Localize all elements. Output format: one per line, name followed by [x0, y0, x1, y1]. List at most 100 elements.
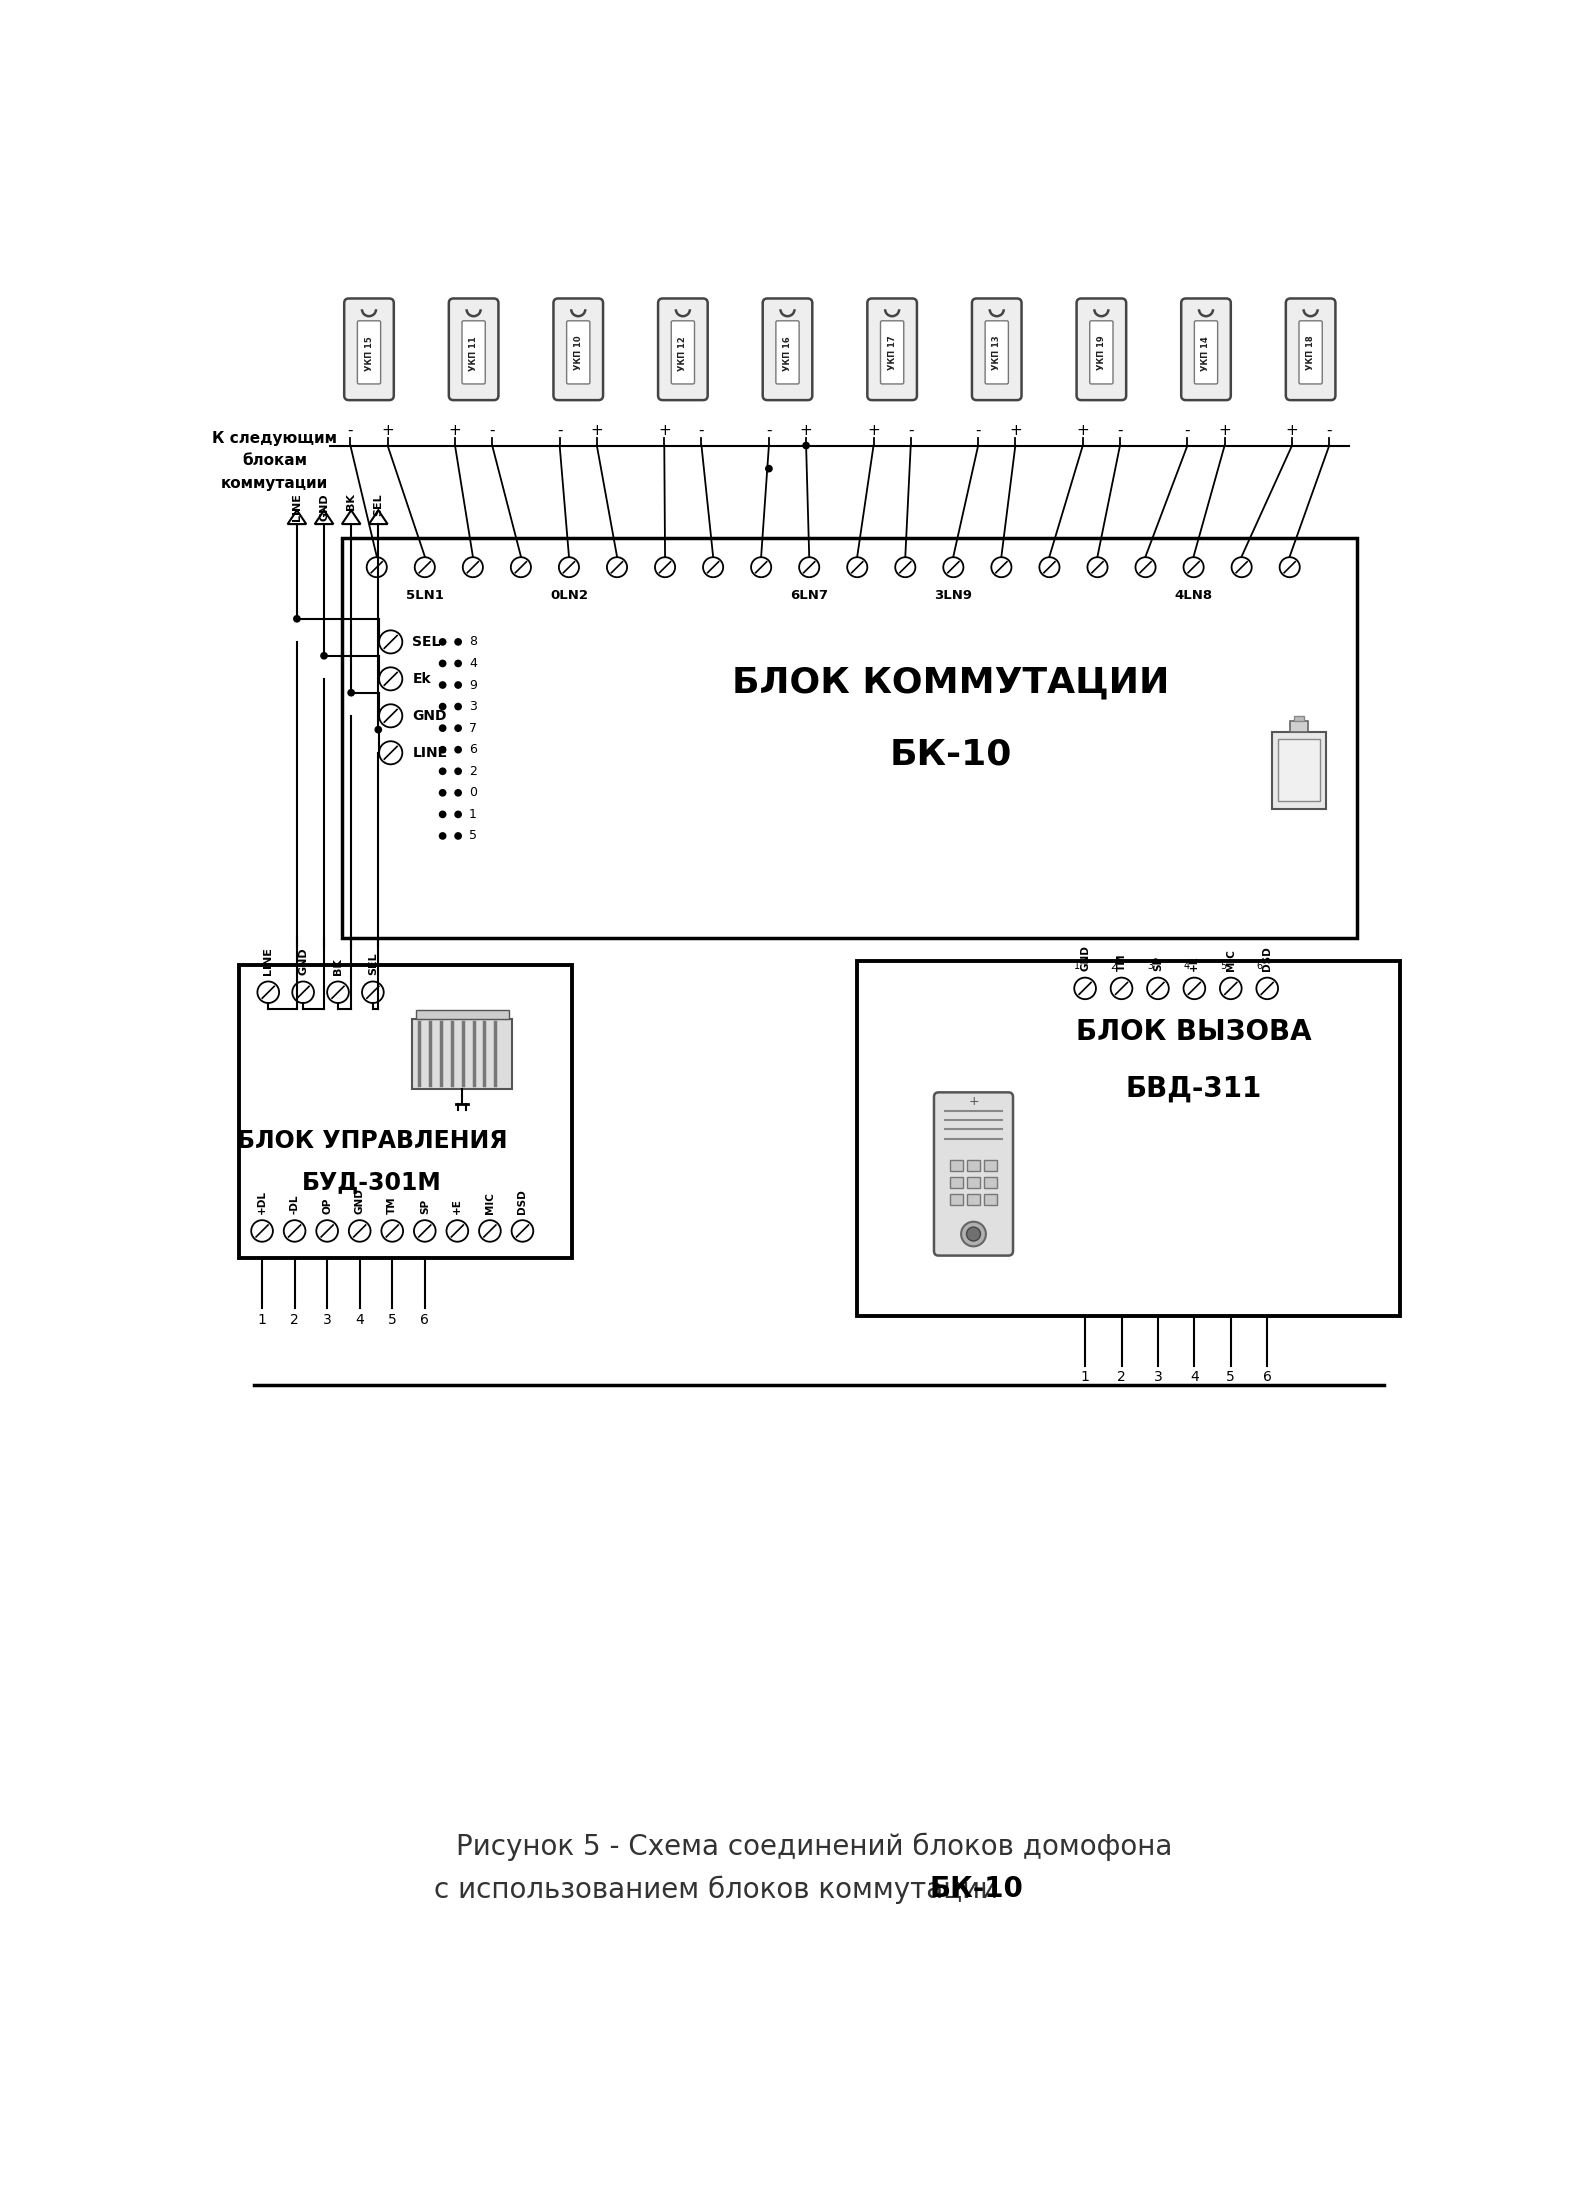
- FancyBboxPatch shape: [1077, 298, 1126, 399]
- Bar: [985, 1177, 997, 1188]
- Bar: [1272, 732, 1326, 809]
- Circle shape: [438, 703, 446, 710]
- Text: БЛОК КОММУТАЦИИ: БЛОК КОММУТАЦИИ: [732, 666, 1170, 699]
- Circle shape: [454, 723, 462, 732]
- Text: 2: 2: [1110, 961, 1116, 972]
- Text: +: +: [1286, 423, 1299, 437]
- Text: УКП 16: УКП 16: [783, 335, 792, 370]
- Circle shape: [380, 631, 402, 653]
- Text: 8: 8: [468, 635, 476, 648]
- Text: +: +: [1218, 423, 1231, 437]
- Circle shape: [292, 981, 314, 1003]
- Circle shape: [454, 681, 462, 688]
- Circle shape: [294, 615, 300, 622]
- Text: с использованием блоков коммутации: с использованием блоков коммутации: [435, 1874, 1007, 1903]
- Circle shape: [1073, 977, 1096, 999]
- FancyBboxPatch shape: [972, 298, 1021, 399]
- Bar: [341, 538, 1358, 939]
- Circle shape: [316, 1219, 338, 1241]
- Circle shape: [559, 558, 580, 578]
- Text: LINE: LINE: [292, 494, 302, 520]
- Circle shape: [751, 558, 772, 578]
- Circle shape: [943, 558, 964, 578]
- Text: БЛОК УПРАВЛЕНИЯ: БЛОК УПРАВЛЕНИЯ: [237, 1129, 507, 1153]
- Circle shape: [1135, 558, 1156, 578]
- Circle shape: [1147, 977, 1169, 999]
- Circle shape: [511, 1219, 534, 1241]
- Circle shape: [846, 558, 867, 578]
- FancyBboxPatch shape: [1299, 320, 1323, 384]
- Text: 7: 7: [468, 721, 476, 734]
- Circle shape: [454, 659, 462, 668]
- Text: +E: +E: [453, 1197, 462, 1215]
- Text: 2: 2: [291, 1312, 299, 1327]
- Text: 3LN9: 3LN9: [934, 589, 972, 602]
- FancyBboxPatch shape: [357, 320, 381, 384]
- FancyBboxPatch shape: [880, 320, 904, 384]
- Circle shape: [480, 1219, 500, 1241]
- Circle shape: [799, 558, 819, 578]
- FancyBboxPatch shape: [449, 298, 499, 399]
- Circle shape: [380, 741, 402, 765]
- Circle shape: [454, 811, 462, 818]
- Text: DSD: DSD: [1262, 946, 1272, 972]
- Text: -: -: [557, 423, 562, 437]
- Bar: [1278, 739, 1320, 800]
- Text: 4: 4: [1189, 1369, 1199, 1385]
- Text: -: -: [699, 423, 703, 437]
- Text: OP: OP: [322, 1197, 332, 1215]
- FancyBboxPatch shape: [554, 298, 603, 399]
- Bar: [950, 1193, 962, 1204]
- Text: 1: 1: [257, 1312, 267, 1327]
- Circle shape: [251, 1219, 273, 1241]
- FancyBboxPatch shape: [762, 298, 813, 399]
- Text: -DL: -DL: [289, 1195, 300, 1215]
- Circle shape: [367, 558, 387, 578]
- Text: 4: 4: [1183, 961, 1189, 972]
- Circle shape: [380, 703, 402, 728]
- Text: УКП 12: УКП 12: [678, 335, 688, 370]
- Bar: [858, 961, 1399, 1316]
- Text: -: -: [975, 423, 981, 437]
- Circle shape: [438, 745, 446, 754]
- Text: -: -: [765, 423, 772, 437]
- Circle shape: [327, 981, 349, 1003]
- Text: +: +: [1008, 423, 1021, 437]
- Text: Рисунок 5 - Схема соединений блоков домофона: Рисунок 5 - Схема соединений блоков домо…: [456, 1832, 1172, 1861]
- Circle shape: [414, 558, 435, 578]
- Text: SEL: SEL: [373, 494, 383, 516]
- Text: +: +: [449, 423, 462, 437]
- Text: 4: 4: [356, 1312, 364, 1327]
- FancyBboxPatch shape: [1286, 298, 1336, 399]
- Text: 1: 1: [1075, 961, 1080, 972]
- Circle shape: [802, 441, 810, 450]
- Text: GND: GND: [354, 1188, 365, 1215]
- Text: 5: 5: [387, 1312, 397, 1327]
- Circle shape: [438, 767, 446, 776]
- Text: LINE: LINE: [264, 948, 273, 975]
- Text: +E: +E: [1189, 955, 1199, 972]
- Circle shape: [1040, 558, 1059, 578]
- Text: 3: 3: [1147, 961, 1153, 972]
- Text: 6LN7: 6LN7: [791, 589, 829, 602]
- Text: 3: 3: [468, 699, 476, 712]
- Text: УКП 11: УКП 11: [468, 335, 478, 370]
- Text: SP: SP: [1153, 957, 1162, 972]
- Text: УКП 13: УКП 13: [992, 335, 1002, 370]
- Circle shape: [362, 981, 384, 1003]
- Bar: [967, 1177, 980, 1188]
- Circle shape: [438, 811, 446, 818]
- Text: БК-10: БК-10: [889, 736, 1012, 772]
- Circle shape: [438, 789, 446, 796]
- FancyBboxPatch shape: [567, 320, 589, 384]
- Circle shape: [284, 1219, 305, 1241]
- Circle shape: [454, 831, 462, 840]
- Text: GND: GND: [1080, 946, 1089, 972]
- Text: TM: TM: [387, 1197, 397, 1215]
- Text: -: -: [908, 423, 913, 437]
- Circle shape: [438, 681, 446, 688]
- Bar: [985, 1193, 997, 1204]
- Text: 5: 5: [1220, 961, 1226, 972]
- FancyBboxPatch shape: [657, 298, 708, 399]
- Bar: [1289, 721, 1309, 732]
